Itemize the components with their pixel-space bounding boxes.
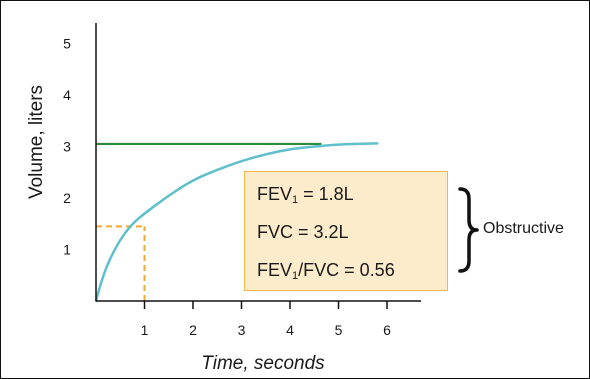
y-tick-label: 4	[63, 87, 71, 103]
results-callout: FEV1 = 1.8L FVC = 3.2L FEV1/FVC = 0.56	[244, 171, 448, 291]
y-tick-label: 1	[63, 242, 71, 258]
x-axis-title: Time, seconds	[201, 353, 325, 374]
fvc-line: FVC = 3.2L	[257, 222, 349, 242]
y-tick-label: 2	[63, 190, 71, 206]
brace-icon	[458, 187, 479, 273]
x-tick-label: 3	[238, 322, 246, 338]
x-tick-label: 1	[141, 322, 149, 338]
x-tick-label: 4	[286, 322, 294, 338]
y-tick-label: 3	[63, 139, 71, 155]
tick-layer: 1 2 3 4 5 6 1 2 3 4 5	[63, 36, 391, 339]
fev1-line: FEV1 = 1.8L	[257, 184, 354, 206]
ratio-line: FEV1/FVC = 0.56	[257, 260, 395, 282]
x-tick-label: 5	[335, 322, 343, 338]
x-tick-label: 2	[189, 322, 197, 338]
x-tick-label: 6	[383, 322, 391, 338]
volume-curve-0	[94, 142, 379, 303]
y-tick-label: 5	[63, 36, 71, 52]
axis-layer	[95, 23, 421, 302]
plot-layer	[94, 142, 379, 303]
y-axis-title: Volume, liters	[26, 85, 47, 199]
obstructive-label: Obstructive	[483, 220, 564, 237]
